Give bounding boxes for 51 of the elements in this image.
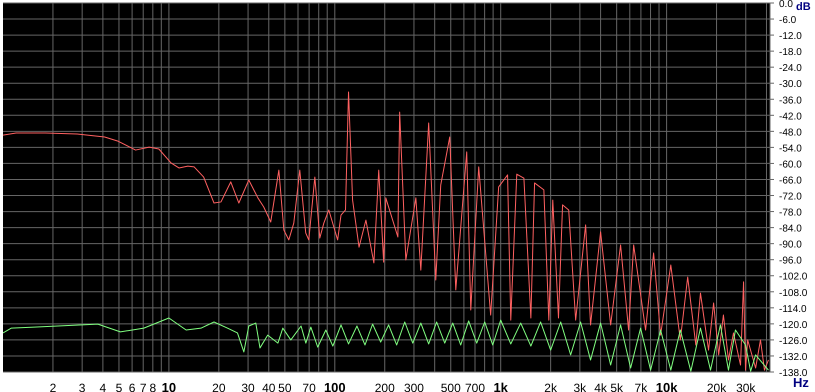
x-tick-label: 300	[404, 381, 424, 392]
y-tick-label: -36.0	[779, 95, 802, 106]
y-tick-label: -30.0	[779, 79, 802, 90]
y-tick-label: -96.0	[779, 256, 802, 267]
x-tick-label: 40	[262, 381, 276, 392]
y-tick-label: -78.0	[779, 208, 802, 219]
x-tick-label: 10	[162, 380, 176, 392]
x-tick-label: 20	[212, 381, 226, 392]
y-tick-label: -102.0	[779, 272, 808, 283]
x-tick-label: 6	[128, 381, 136, 392]
y-tick-label: 0.0	[779, 0, 794, 10]
x-tick-label: 50	[278, 381, 292, 392]
x-tick-label: 5	[116, 381, 123, 392]
y-tick-label: -120.0	[779, 320, 808, 331]
y-tick-label: -12.0	[779, 31, 802, 42]
x-tick-label: 100	[324, 380, 346, 392]
x-tick-label: 4k	[594, 381, 608, 392]
y-tick-label: -54.0	[779, 143, 802, 154]
x-tick-label: 30	[241, 381, 256, 392]
y-tick-label: -66.0	[779, 175, 802, 186]
y-tick-label: -6.0	[779, 15, 797, 26]
y-tick-label: -132.0	[779, 352, 808, 363]
x-tick-label: 1k	[493, 380, 509, 392]
y-tick-label: -60.0	[779, 159, 802, 170]
y-tick-label: -90.0	[779, 240, 802, 251]
x-tick-label: 3k	[574, 381, 588, 392]
y-axis-title: dB	[796, 1, 811, 13]
x-tick-label: 2	[50, 381, 57, 392]
x-tick-label: 4	[100, 381, 107, 392]
x-tick-label: 2k	[544, 381, 558, 392]
y-tick-label: -18.0	[779, 47, 802, 58]
x-tick-label: 10k	[656, 380, 678, 392]
y-tick-label: -126.0	[779, 336, 808, 347]
x-tick-label: 7	[140, 381, 147, 392]
y-tick-label: -84.0	[779, 224, 802, 235]
y-tick-label: -108.0	[779, 288, 808, 299]
x-tick-label: 5k	[610, 381, 624, 392]
y-tick-label: -24.0	[779, 63, 802, 74]
x-tick-label: 20k	[706, 381, 728, 392]
y-tick-label: -114.0	[779, 304, 808, 315]
x-tick-label: 3	[78, 381, 86, 392]
y-tick-label: -72.0	[779, 192, 802, 203]
x-tick-label: 500	[440, 381, 462, 392]
x-tick-label: 8	[149, 381, 156, 392]
x-tick-label: 30k	[736, 381, 756, 392]
x-tick-label: 7k	[634, 381, 648, 392]
y-tick-label: -48.0	[779, 127, 802, 138]
x-tick-label: 200	[374, 381, 396, 392]
y-tick-label: -42.0	[779, 111, 802, 122]
x-tick-label: 700	[464, 381, 486, 392]
x-tick-label: 70	[302, 381, 316, 392]
